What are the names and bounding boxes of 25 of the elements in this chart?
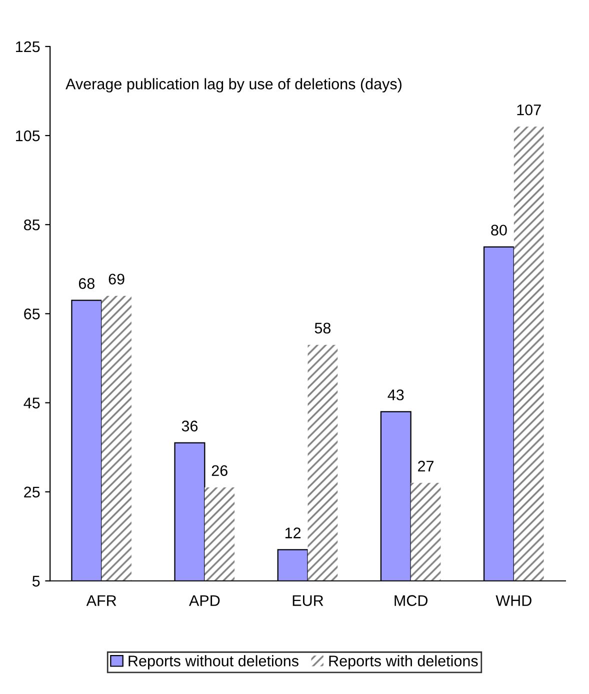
data-label: 26 [212,465,228,476]
x-tick-label: MCD [394,595,428,606]
data-label: 58 [314,322,331,334]
y-tick-label: 45 [24,398,40,408]
x-tick-label: WHD [496,595,532,606]
data-label: 68 [78,278,94,289]
data-label: 27 [418,460,434,472]
data-label: 36 [182,420,198,432]
data-label: 69 [108,274,124,285]
y-tick-label: 5 [32,576,40,587]
data-label: 12 [285,528,301,538]
data-label: 43 [388,389,404,400]
y-tick-label: 25 [24,486,40,498]
legend-label: Reports with deletions [329,655,478,670]
text: Average publication lag by use of deletions (days) [66,78,402,92]
y-tick-label: 105 [16,130,40,142]
legend-label: Reports without deletions [128,655,298,670]
x-tick-label: EUR [292,595,324,606]
y-tick-label: 125 [16,41,40,52]
x-tick-label: APD [189,595,220,606]
x-tick-label: AFR [86,595,116,606]
y-tick-label: 85 [24,219,40,230]
data-label: 107 [517,104,541,116]
data-label: 80 [491,224,507,236]
y-tick-label: 65 [24,308,40,320]
